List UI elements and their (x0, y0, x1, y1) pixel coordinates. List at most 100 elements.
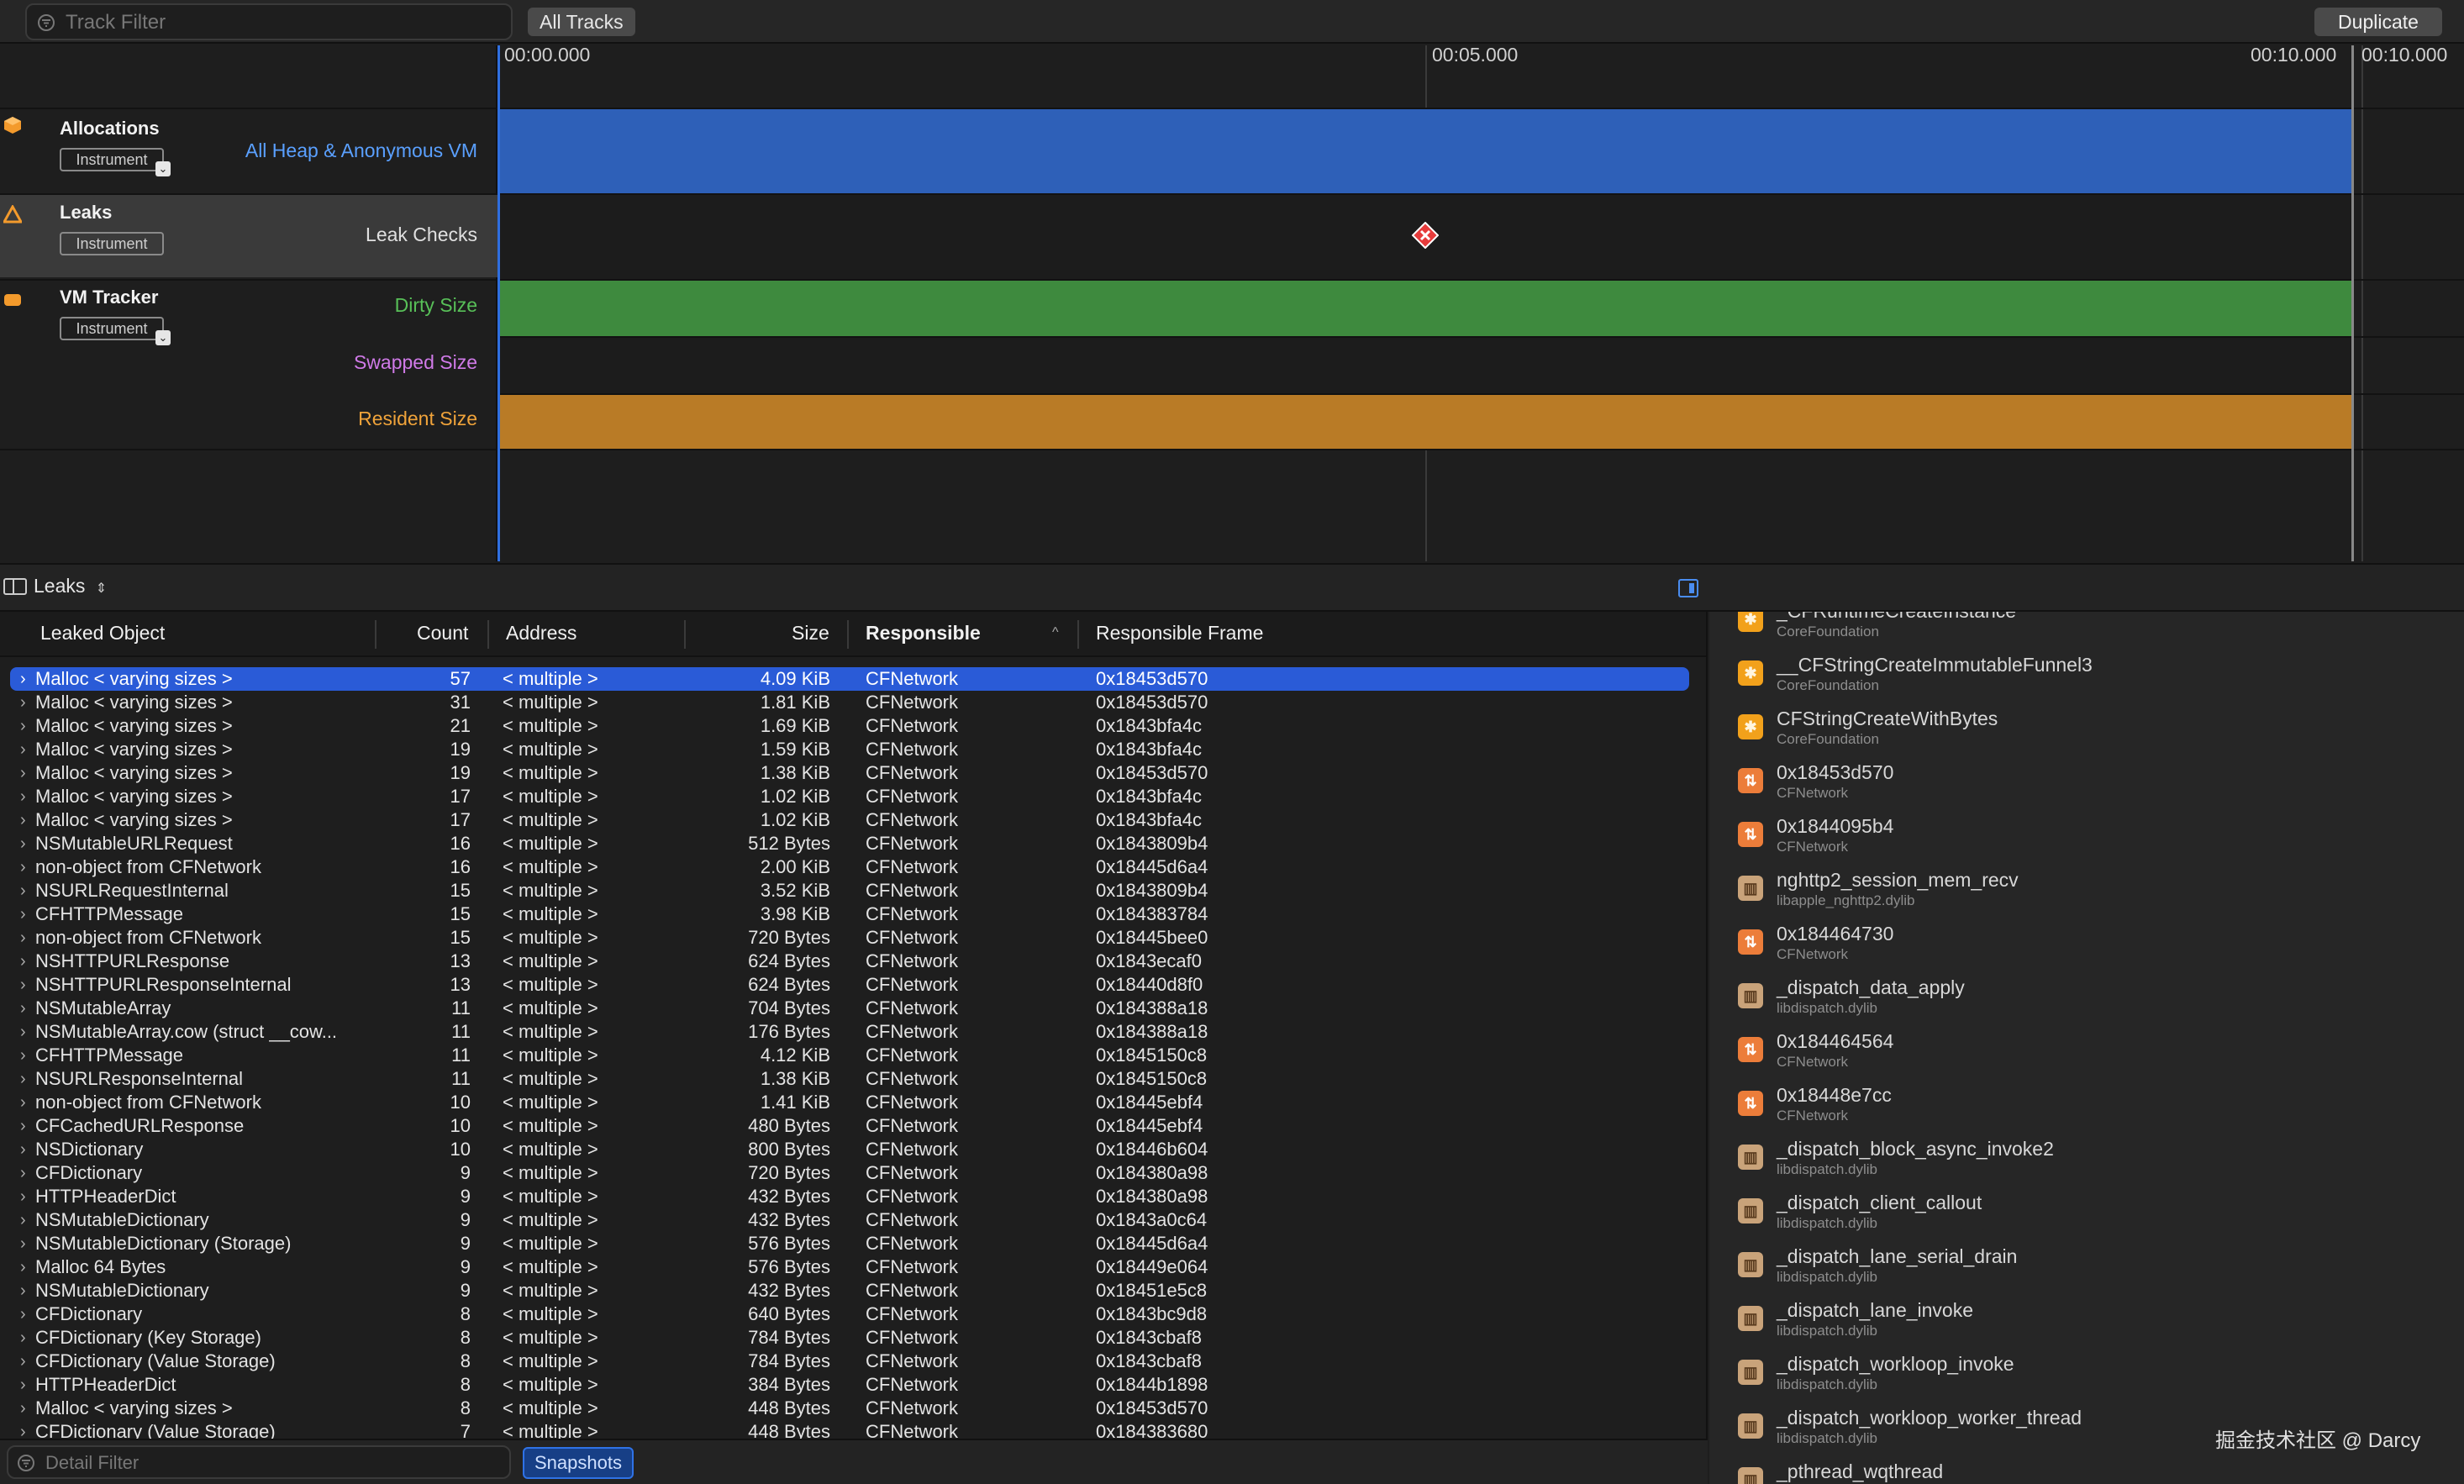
disclosure-chevron-icon[interactable]: › (20, 1023, 26, 1041)
disclosure-chevron-icon[interactable]: › (20, 811, 26, 829)
disclosure-chevron-icon[interactable]: › (20, 1164, 26, 1182)
disclosure-chevron-icon[interactable]: › (20, 1258, 26, 1276)
resident-size-track-bar[interactable] (499, 395, 2353, 449)
instrument-badge[interactable]: Instrument ⌄ (60, 317, 171, 345)
disclosure-chevron-icon[interactable]: › (20, 1305, 26, 1323)
allocations-track-bar[interactable] (499, 109, 2353, 193)
track-label-leak-checks[interactable]: Leak Checks (366, 224, 477, 245)
table-row[interactable]: › CFDictionary (Value Storage) 7 < multiple… (0, 1420, 1706, 1439)
disclosure-chevron-icon[interactable]: › (20, 1046, 26, 1065)
table-row[interactable]: › non-object from CFNetwork 16 < multiple >… (0, 855, 1706, 879)
dirty-size-track-bar[interactable] (499, 281, 2353, 336)
column-header-leaked-object[interactable]: Leaked Object (40, 622, 166, 644)
track-label-resident-size[interactable]: Resident Size (358, 408, 477, 429)
disclosure-chevron-icon[interactable]: › (20, 1187, 26, 1206)
table-row[interactable]: › CFDictionary 8 < multiple > 640 Bytes CFNet… (0, 1302, 1706, 1326)
table-row[interactable]: › NSDictionary 10 < multiple > 800 Bytes CFNe… (0, 1138, 1706, 1161)
disclosure-chevron-icon[interactable]: › (20, 881, 26, 900)
disclosure-chevron-icon[interactable]: › (20, 1140, 26, 1159)
table-row[interactable]: › Malloc < varying sizes > 17 < multiple > 1… (0, 808, 1706, 832)
column-header-count[interactable]: Count (417, 622, 469, 644)
disclosure-chevron-icon[interactable]: › (20, 834, 26, 853)
table-row[interactable]: › NSHTTPURLResponseInternal 13 < multiple >… (0, 973, 1706, 997)
column-header-responsible[interactable]: Responsible (866, 622, 981, 644)
column-divider[interactable] (375, 620, 376, 649)
disclosure-chevron-icon[interactable]: › (20, 1423, 26, 1439)
disclosure-chevron-icon[interactable]: › (20, 1234, 26, 1253)
disclosure-chevron-icon[interactable]: › (20, 740, 26, 759)
disclosure-chevron-icon[interactable]: › (20, 1211, 26, 1229)
table-row[interactable]: › NSHTTPURLResponse 13 < multiple > 624 Byte… (0, 950, 1706, 973)
table-row[interactable]: › CFDictionary (Key Storage) 8 < multiple >… (0, 1326, 1706, 1350)
detail-filter-input[interactable] (45, 1451, 499, 1475)
table-row[interactable]: › NSMutableDictionary 9 < multiple > 432 Byt… (0, 1208, 1706, 1232)
snapshots-button[interactable]: Snapshots (523, 1447, 634, 1479)
disclosure-chevron-icon[interactable]: › (20, 1352, 26, 1371)
swapped-size-track[interactable] (499, 338, 2353, 393)
track-filter-input[interactable] (66, 10, 503, 35)
disclosure-chevron-icon[interactable]: › (20, 764, 26, 782)
table-row[interactable]: › CFDictionary 9 < multiple > 720 Bytes CFNet… (0, 1161, 1706, 1185)
all-tracks-button[interactable]: All Tracks (528, 8, 635, 36)
table-row[interactable]: › NSMutableURLRequest 16 < multiple > 512 By… (0, 832, 1706, 855)
sidebar-toggle-icon[interactable] (1678, 579, 1698, 597)
table-row[interactable]: › CFCachedURLResponse 10 < multiple > 480 By… (0, 1114, 1706, 1138)
disclosure-chevron-icon[interactable]: › (20, 1399, 26, 1418)
table-row[interactable]: › HTTPHeaderDict 8 < multiple > 384 Bytes CFN… (0, 1373, 1706, 1397)
instrument-badge[interactable]: Instrument (60, 232, 164, 255)
track-filter-field[interactable] (25, 3, 513, 40)
duplicate-button[interactable]: Duplicate (2314, 8, 2442, 36)
column-divider[interactable] (847, 620, 849, 649)
disclosure-chevron-icon[interactable]: › (20, 1281, 26, 1300)
column-divider[interactable] (487, 620, 489, 649)
table-row[interactable]: › NSMutableArray 11 < multiple > 704 Bytes CF… (0, 997, 1706, 1020)
table-row[interactable]: › NSURLRequestInternal 15 < multiple > 3.52 … (0, 879, 1706, 903)
track-label-swapped-size[interactable]: Swapped Size (353, 351, 477, 373)
track-label-all-heap[interactable]: All Heap & Anonymous VM (245, 139, 477, 161)
disclosure-chevron-icon[interactable]: › (20, 670, 26, 688)
table-row[interactable]: › NSMutableDictionary 9 < multiple > 432 Byt… (0, 1279, 1706, 1302)
playhead[interactable] (498, 45, 500, 561)
column-header-responsible-frame[interactable]: Responsible Frame (1096, 622, 1264, 644)
disclosure-chevron-icon[interactable]: › (20, 1329, 26, 1347)
disclosure-chevron-icon[interactable]: › (20, 1376, 26, 1394)
disclosure-chevron-icon[interactable]: › (20, 952, 26, 971)
table-row[interactable]: › CFDictionary (Value Storage) 8 < multiple… (0, 1350, 1706, 1373)
disclosure-chevron-icon[interactable]: › (20, 787, 26, 806)
disclosure-chevron-icon[interactable]: › (20, 929, 26, 947)
table-row[interactable]: › CFHTTPMessage 15 < multiple > 3.98 KiB CFNe… (0, 903, 1706, 926)
track-label-dirty-size[interactable]: Dirty Size (394, 294, 477, 316)
detail-filter-field[interactable] (7, 1445, 511, 1479)
table-row[interactable]: › CFHTTPMessage 11 < multiple > 4.12 KiB CFNe… (0, 1044, 1706, 1067)
table-row[interactable]: › Malloc < varying sizes > 19 < multiple > 1… (0, 738, 1706, 761)
table-row[interactable]: › non-object from CFNetwork 10 < multiple >… (0, 1091, 1706, 1114)
column-header-address[interactable]: Address (506, 622, 577, 644)
table-row[interactable]: › Malloc < varying sizes > 31 < multiple > 1… (0, 691, 1706, 714)
disclosure-chevron-icon[interactable]: › (20, 976, 26, 994)
table-row[interactable]: › Malloc < varying sizes > 21 < multiple > 1… (0, 714, 1706, 738)
table-row[interactable]: › NSMutableArray.cow (struct __cow... 11 < … (0, 1020, 1706, 1044)
disclosure-chevron-icon[interactable]: › (20, 905, 26, 924)
detail-type-selector[interactable]: Leaks ⇕ (3, 575, 107, 597)
table-row[interactable]: › Malloc 64 Bytes 9 < multiple > 576 Bytes CF… (0, 1255, 1706, 1279)
disclosure-chevron-icon[interactable]: › (20, 1093, 26, 1112)
disclosure-chevron-icon[interactable]: › (20, 999, 26, 1018)
disclosure-chevron-icon[interactable]: › (20, 693, 26, 712)
leak-marker-icon[interactable] (1412, 222, 1439, 249)
disclosure-chevron-icon[interactable]: › (20, 1117, 26, 1135)
table-row[interactable]: › NSURLResponseInternal 11 < multiple > 1.38… (0, 1067, 1706, 1091)
column-divider[interactable] (1077, 620, 1079, 649)
table-row[interactable]: › Malloc < varying sizes > 8 < multiple > 44… (0, 1397, 1706, 1420)
disclosure-chevron-icon[interactable]: › (20, 717, 26, 735)
table-row[interactable]: › NSMutableDictionary (Storage) 9 < multipl… (0, 1232, 1706, 1255)
instrument-badge[interactable]: Instrument ⌄ (60, 148, 171, 176)
table-row[interactable]: › Malloc < varying sizes > 19 < multiple > 1… (0, 761, 1706, 785)
table-row[interactable]: › Malloc < varying sizes > 57 < multiple > 4… (10, 667, 1689, 691)
disclosure-chevron-icon[interactable]: › (20, 858, 26, 876)
table-row[interactable]: › non-object from CFNetwork 15 < multiple >… (0, 926, 1706, 950)
table-row[interactable]: › Malloc < varying sizes > 17 < multiple > 1… (0, 785, 1706, 808)
column-divider[interactable] (684, 620, 686, 649)
disclosure-chevron-icon[interactable]: › (20, 1070, 26, 1088)
table-row[interactable]: › HTTPHeaderDict 9 < multiple > 432 Bytes CFN… (0, 1185, 1706, 1208)
column-header-size[interactable]: Size (792, 622, 829, 644)
